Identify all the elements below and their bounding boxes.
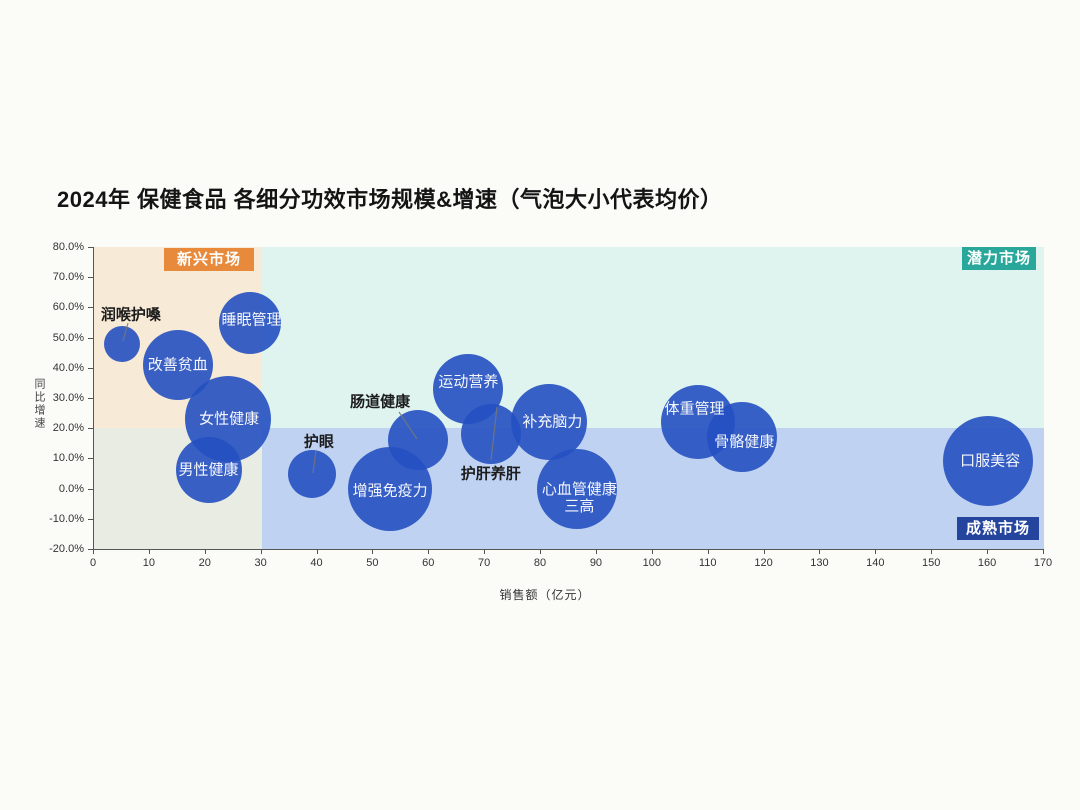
y-tick-label: 50.0% — [52, 331, 84, 344]
y-tick-mark — [88, 367, 93, 369]
x-tick-label: 140 — [866, 557, 885, 569]
x-tick-label: 0 — [89, 557, 97, 569]
bubble — [103, 325, 140, 362]
bubble-label: 口服美容 — [960, 452, 1021, 470]
bubble-label: 骨骼健康 — [714, 433, 775, 451]
y-axis-title: 同比增速 — [33, 378, 45, 430]
bubble-label: 心血管健康 三高 — [541, 480, 617, 515]
x-tick-label: 70 — [478, 557, 491, 569]
y-tick-label: -20.0% — [49, 543, 84, 555]
x-tick-mark — [1043, 549, 1044, 554]
y-tick-label: 70.0% — [52, 271, 84, 284]
bubble — [707, 402, 778, 473]
bubble — [388, 410, 449, 471]
bubble-label: 改善贫血 — [147, 356, 208, 374]
y-tick-label: 10.0% — [52, 452, 84, 465]
x-tick-label: 170 — [1033, 557, 1053, 569]
quadrant-badge: 成熟市场 — [957, 517, 1039, 540]
x-tick-mark — [595, 549, 597, 554]
bubble-label: 增强免疫力 — [352, 482, 428, 500]
bubble-label: 补充脑力 — [522, 413, 583, 431]
bubble — [219, 291, 282, 354]
y-tick-mark — [88, 518, 93, 520]
y-tick-mark — [88, 488, 93, 490]
x-tick-label: 50 — [366, 557, 379, 569]
bubble-label: 运动营养 — [438, 373, 499, 391]
x-tick-label: 100 — [642, 557, 661, 569]
x-tick-label: 90 — [589, 557, 603, 569]
x-tick-label: 30 — [254, 557, 267, 569]
y-tick-label: -10.0% — [49, 512, 84, 525]
x-tick-mark — [819, 549, 821, 554]
quadrant-badge: 潜力市场 — [962, 247, 1036, 270]
x-tick-mark — [651, 549, 653, 554]
x-tick-label: 20 — [198, 557, 211, 569]
x-tick-label: 120 — [754, 557, 773, 569]
x-axis-title: 销售额（亿元） — [499, 588, 591, 602]
x-tick-mark — [707, 549, 709, 554]
x-tick-mark — [428, 549, 430, 554]
bubble-label: 睡眠管理 — [221, 311, 282, 328]
bubble — [537, 448, 618, 529]
x-tick-label: 60 — [422, 557, 435, 569]
quadrant-background-1 — [261, 247, 1044, 429]
x-tick-mark — [987, 549, 989, 554]
y-tick-mark — [88, 307, 93, 309]
y-tick-mark — [88, 398, 93, 399]
bubble-label: 男性健康 — [178, 461, 239, 479]
y-tick-label: 40.0% — [52, 361, 84, 374]
chart-title: 2024年 保健食品 各细分功效市场规模&增速（气泡大小代表均价） — [57, 187, 723, 212]
bubble-outside-label: 护肝养肝 — [460, 465, 521, 483]
y-tick-mark — [88, 277, 93, 279]
y-tick-mark — [88, 428, 93, 430]
x-tick-label: 160 — [977, 557, 997, 569]
bubble-label: 女性健康 — [199, 410, 260, 428]
x-tick-mark — [148, 549, 150, 554]
x-tick-mark — [931, 549, 933, 554]
y-tick-label: 20.0% — [52, 422, 84, 435]
y-tick-mark — [88, 247, 93, 248]
x-tick-label: 40 — [310, 557, 323, 569]
x-tick-mark — [763, 549, 765, 554]
bubble-label: 体重管理 — [664, 400, 725, 418]
y-tick-label: 60.0% — [52, 301, 84, 314]
y-tick-mark — [88, 337, 93, 339]
y-tick-label: 0.0% — [58, 482, 84, 495]
bubble — [943, 416, 1034, 507]
y-tick-mark — [88, 458, 93, 460]
bubble — [511, 384, 588, 461]
y-tick-label: 80.0% — [52, 241, 84, 253]
x-tick-mark — [260, 549, 262, 554]
x-tick-mark — [316, 549, 318, 554]
x-tick-label: 10 — [142, 557, 155, 569]
x-tick-label: 150 — [922, 557, 941, 569]
bubble-outside-label: 护眼 — [303, 433, 334, 450]
quadrant-badge: 新兴市场 — [164, 248, 254, 271]
y-tick-label: 30.0% — [52, 392, 84, 404]
y-tick-mark — [88, 549, 93, 550]
bubble-outside-label: 润喉护嗓 — [100, 306, 161, 324]
x-tick-label: 110 — [698, 557, 717, 569]
x-tick-mark — [93, 549, 94, 554]
x-tick-label: 130 — [810, 557, 829, 569]
x-tick-mark — [204, 549, 206, 554]
x-tick-mark — [484, 549, 486, 554]
bubble — [287, 449, 336, 498]
x-tick-mark — [372, 549, 374, 554]
bubble — [175, 437, 242, 504]
plot-area: 新兴市场 潜力市场成熟市场 润喉护嗓改善贫血 睡眠管理女性健康男性健康 护眼增强免疫力 肠… — [93, 247, 1044, 550]
x-tick-mark — [875, 549, 877, 554]
x-tick-label: 80 — [533, 557, 547, 569]
x-tick-mark — [540, 549, 542, 554]
bubble-outside-label: 肠道健康 — [350, 393, 411, 411]
